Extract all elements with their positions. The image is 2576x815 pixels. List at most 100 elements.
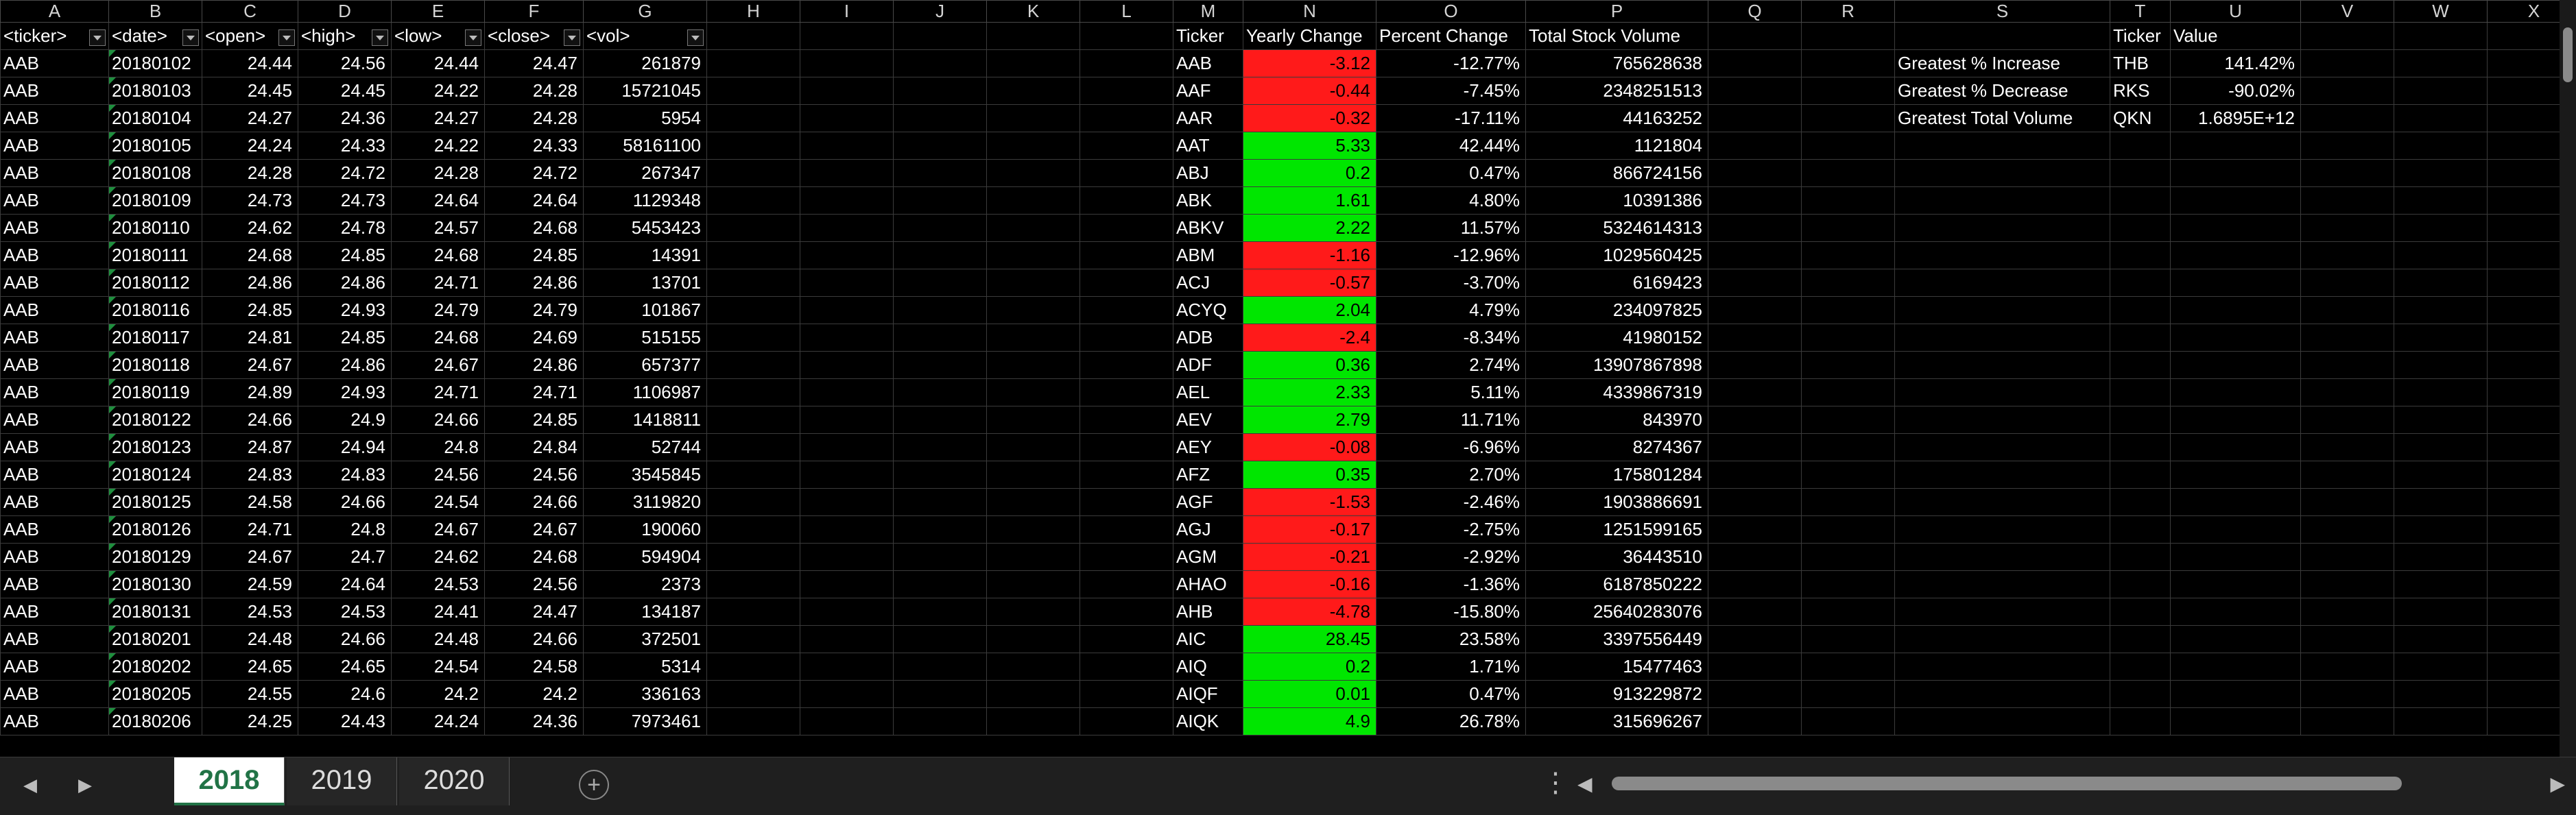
raw-data-cell[interactable]: 134187: [583, 598, 707, 626]
cell[interactable]: [1708, 707, 1802, 735]
cell[interactable]: [1801, 241, 1895, 269]
raw-data-cell[interactable]: 24.68: [484, 214, 584, 242]
cell[interactable]: [2394, 159, 2488, 187]
greatest-cell[interactable]: -90.02%: [2170, 77, 2301, 105]
summary-cell[interactable]: AEV: [1173, 406, 1243, 434]
cell[interactable]: [1080, 77, 1173, 105]
cell[interactable]: [2110, 707, 2171, 735]
cell[interactable]: [986, 241, 1080, 269]
raw-data-cell[interactable]: 24.24: [202, 132, 298, 160]
cell[interactable]: [1894, 296, 2110, 324]
raw-data-cell[interactable]: 24.85: [484, 241, 584, 269]
cell[interactable]: [1801, 461, 1895, 489]
cell[interactable]: [1894, 22, 2110, 50]
summary-cell[interactable]: 1251599165: [1525, 515, 1708, 544]
cell[interactable]: [893, 324, 987, 352]
cell[interactable]: [800, 378, 894, 406]
raw-data-cell[interactable]: 24.33: [298, 132, 392, 160]
raw-header-cell[interactable]: <ticker>: [0, 22, 109, 50]
cell[interactable]: [893, 22, 987, 50]
cell[interactable]: [706, 707, 800, 735]
cell[interactable]: [2487, 22, 2560, 50]
cell[interactable]: [1801, 269, 1895, 297]
summary-cell[interactable]: -12.96%: [1376, 241, 1526, 269]
cell[interactable]: [1894, 488, 2110, 516]
cell[interactable]: [2487, 269, 2560, 297]
cell[interactable]: [706, 653, 800, 681]
yearly-change-cell[interactable]: -0.16: [1243, 570, 1376, 598]
yearly-change-cell[interactable]: -0.08: [1243, 433, 1376, 461]
cell[interactable]: [706, 241, 800, 269]
cell[interactable]: [706, 22, 800, 50]
raw-data-cell[interactable]: 20180205: [108, 680, 202, 708]
summary-cell[interactable]: 10391386: [1525, 186, 1708, 215]
cell[interactable]: [2170, 241, 2301, 269]
raw-data-cell[interactable]: 20180201: [108, 625, 202, 653]
cell[interactable]: [2394, 543, 2488, 571]
cell[interactable]: [1080, 515, 1173, 544]
raw-data-cell[interactable]: 24.62: [202, 214, 298, 242]
raw-data-cell[interactable]: 24.44: [202, 49, 298, 77]
raw-data-cell[interactable]: 20180116: [108, 296, 202, 324]
cell[interactable]: [986, 570, 1080, 598]
cell[interactable]: [2110, 132, 2171, 160]
cell[interactable]: [800, 241, 894, 269]
cell[interactable]: [800, 570, 894, 598]
raw-data-cell[interactable]: 24.24: [391, 707, 485, 735]
cell[interactable]: [1708, 77, 1802, 105]
raw-header-cell[interactable]: <open>: [202, 22, 298, 50]
cell[interactable]: [2487, 433, 2560, 461]
cell[interactable]: [893, 378, 987, 406]
summary-header-cell[interactable]: Ticker: [1173, 22, 1243, 50]
raw-data-cell[interactable]: 24.53: [202, 598, 298, 626]
greatest-header-cell[interactable]: Ticker: [2110, 22, 2171, 50]
cell[interactable]: [2487, 132, 2560, 160]
chevron-right-icon[interactable]: ▶: [78, 775, 92, 795]
summary-cell[interactable]: 2348251513: [1525, 77, 1708, 105]
yearly-change-cell[interactable]: 0.35: [1243, 461, 1376, 489]
cell[interactable]: [986, 22, 1080, 50]
column-header-m[interactable]: M: [1173, 0, 1243, 23]
cell[interactable]: [706, 104, 800, 132]
cell[interactable]: [893, 186, 987, 215]
cell[interactable]: [893, 49, 987, 77]
raw-data-cell[interactable]: 24.86: [484, 351, 584, 379]
raw-data-cell[interactable]: 20180126: [108, 515, 202, 544]
cell[interactable]: [706, 625, 800, 653]
column-header-p[interactable]: P: [1525, 0, 1708, 23]
summary-cell[interactable]: 234097825: [1525, 296, 1708, 324]
cell[interactable]: [1080, 570, 1173, 598]
summary-cell[interactable]: 2.70%: [1376, 461, 1526, 489]
scroll-left-icon[interactable]: ◀: [1577, 773, 1593, 794]
yearly-change-cell[interactable]: 2.22: [1243, 214, 1376, 242]
cell[interactable]: [1801, 296, 1895, 324]
cell[interactable]: [1894, 324, 2110, 352]
horizontal-scroll-thumb[interactable]: [1612, 777, 2402, 790]
raw-data-cell[interactable]: AAB: [0, 598, 109, 626]
cell[interactable]: [800, 214, 894, 242]
raw-data-cell[interactable]: 24.8: [298, 515, 392, 544]
filter-dropdown-icon[interactable]: [687, 29, 704, 46]
raw-data-cell[interactable]: 24.71: [484, 378, 584, 406]
cell[interactable]: [2300, 351, 2394, 379]
raw-data-cell[interactable]: 24.89: [202, 378, 298, 406]
cell[interactable]: [1080, 214, 1173, 242]
summary-cell[interactable]: 4.80%: [1376, 186, 1526, 215]
column-header-t[interactable]: T: [2110, 0, 2171, 23]
raw-data-cell[interactable]: 20180202: [108, 653, 202, 681]
cell[interactable]: [2394, 132, 2488, 160]
cell[interactable]: [1708, 488, 1802, 516]
cell[interactable]: [800, 707, 894, 735]
cell[interactable]: [2110, 324, 2171, 352]
cell[interactable]: [2394, 406, 2488, 434]
summary-cell[interactable]: AGF: [1173, 488, 1243, 516]
summary-cell[interactable]: AHAO: [1173, 570, 1243, 598]
cell[interactable]: [706, 49, 800, 77]
raw-data-cell[interactable]: 24.86: [298, 351, 392, 379]
summary-cell[interactable]: 913229872: [1525, 680, 1708, 708]
raw-data-cell[interactable]: 2373: [583, 570, 707, 598]
cell[interactable]: [1894, 625, 2110, 653]
summary-cell[interactable]: 42.44%: [1376, 132, 1526, 160]
raw-data-cell[interactable]: 20180129: [108, 543, 202, 571]
cell[interactable]: [2300, 22, 2394, 50]
